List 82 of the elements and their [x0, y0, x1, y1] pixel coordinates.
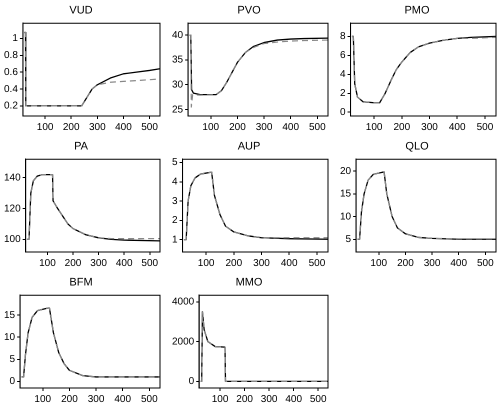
x-tick-label: 400 — [448, 122, 466, 133]
y-tick-label: 2 — [340, 88, 346, 100]
x-tick-label: 300 — [90, 258, 108, 269]
x-tick-label: 100 — [202, 122, 220, 133]
x-tick-label: 500 — [476, 122, 494, 133]
y-tick-label: 5 — [10, 354, 16, 366]
x-tick-label: 400 — [450, 258, 468, 269]
y-tick-label: 30 — [172, 79, 184, 90]
y-tick-label: 140 — [4, 172, 22, 184]
y-tick-label: 2 — [172, 215, 178, 226]
y-tick-label: 0.8 — [4, 50, 18, 62]
chart-title: PVO — [237, 4, 262, 17]
y-tick-label: 0.2 — [4, 100, 18, 112]
chart-title: VUD — [69, 4, 93, 17]
x-tick-label: 200 — [236, 394, 254, 405]
x-tick-label: 300 — [256, 122, 273, 133]
y-tick-label: 10 — [340, 211, 352, 222]
y-tick-label: 100 — [4, 234, 22, 246]
x-tick-label: 100 — [198, 258, 215, 269]
y-tick-label: 8 — [340, 31, 346, 42]
x-tick-label: 200 — [64, 258, 82, 269]
x-tick-label: 500 — [141, 258, 159, 269]
chart-title: MMO — [236, 276, 263, 289]
y-tick-label: 0 — [340, 106, 346, 118]
line-series — [188, 34, 328, 108]
x-tick-label: 100 — [34, 394, 52, 405]
y-tick-label: 1 — [12, 33, 18, 44]
x-tick-label: 200 — [397, 258, 414, 269]
chart-title: PMO — [404, 4, 430, 17]
chart-title: BFM — [69, 276, 93, 289]
x-tick-label: 100 — [212, 394, 229, 405]
x-tick-label: 500 — [141, 394, 158, 405]
x-tick-label: 200 — [393, 122, 411, 133]
y-tick-label: 4 — [340, 69, 346, 80]
x-tick-label: 200 — [225, 258, 243, 269]
y-tick-label: 0 — [188, 376, 195, 388]
y-tick-label: 1 — [172, 234, 178, 246]
x-tick-label: 300 — [260, 394, 278, 405]
y-tick-label: 10 — [4, 332, 16, 343]
x-tick-label: 400 — [282, 122, 300, 133]
x-tick-label: 300 — [88, 122, 106, 133]
x-tick-label: 400 — [114, 394, 132, 405]
x-tick-label: 500 — [308, 258, 326, 269]
y-tick-label: 4000 — [172, 296, 195, 308]
x-tick-label: 500 — [141, 122, 158, 133]
y-tick-label: 0.6 — [4, 66, 18, 78]
x-tick-label: 400 — [280, 258, 298, 269]
y-tick-label: 120 — [4, 203, 22, 214]
x-tick-label: 200 — [61, 394, 78, 405]
y-tick-label: 5 — [346, 234, 352, 246]
x-tick-label: 300 — [88, 394, 105, 405]
y-tick-label: 35 — [172, 54, 184, 66]
x-tick-label: 500 — [477, 258, 494, 269]
x-tick-label: 100 — [366, 122, 383, 133]
y-tick-label: 15 — [4, 310, 16, 321]
y-tick-label: 15 — [340, 188, 352, 200]
x-tick-label: 500 — [309, 122, 326, 133]
x-tick-label: 100 — [370, 258, 388, 269]
x-tick-label: 400 — [285, 394, 302, 405]
x-tick-label: 200 — [229, 122, 246, 133]
x-tick-label: 500 — [310, 394, 327, 405]
x-tick-label: 300 — [421, 122, 438, 133]
x-tick-label: 100 — [36, 122, 54, 133]
x-tick-label: 300 — [253, 258, 270, 269]
x-tick-label: 400 — [115, 122, 132, 133]
x-tick-label: 100 — [39, 258, 56, 269]
x-tick-label: 200 — [62, 122, 80, 133]
y-tick-label: 0 — [10, 376, 16, 388]
chart-title: AUP — [238, 140, 260, 153]
y-tick-label: 6 — [340, 50, 346, 62]
x-tick-label: 400 — [116, 258, 133, 269]
y-tick-label: 3 — [172, 196, 178, 207]
chart-title: QLO — [405, 140, 430, 153]
y-tick-label: 5 — [172, 157, 178, 168]
y-tick-label: 2000 — [172, 336, 195, 348]
y-tick-label: 40 — [172, 30, 184, 41]
y-tick-label: 0.4 — [4, 84, 18, 95]
x-tick-label: 300 — [424, 258, 441, 269]
y-tick-label: 4 — [172, 176, 178, 188]
y-tick-label: 25 — [172, 104, 184, 116]
chart-title: PA — [74, 140, 89, 153]
y-tick-label: 20 — [340, 166, 352, 177]
